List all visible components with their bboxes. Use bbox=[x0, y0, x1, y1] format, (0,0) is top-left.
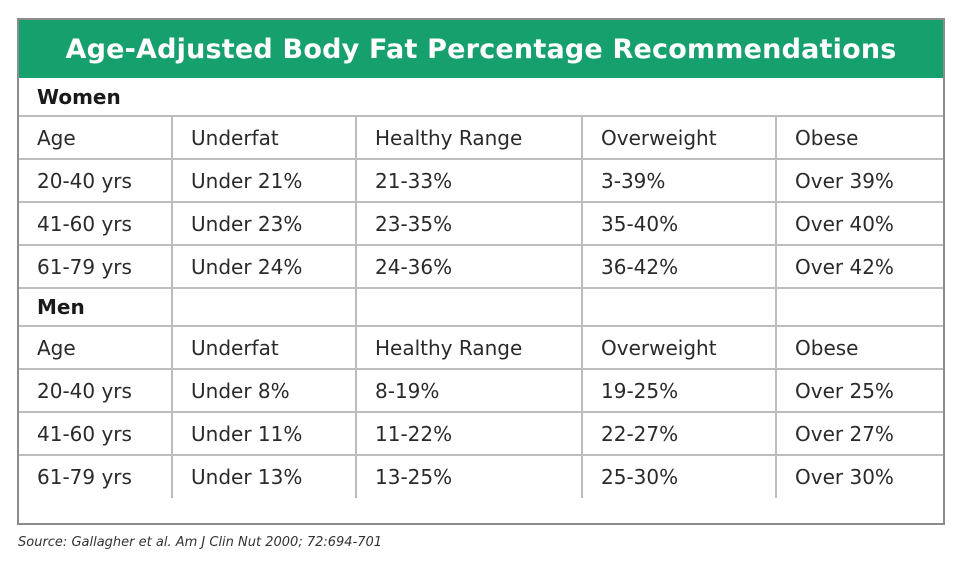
column-header: Healthy Range bbox=[355, 115, 582, 159]
table-row: 61-79 yrs Under 13% 13-25% 25-30% Over 3… bbox=[19, 454, 943, 498]
obese-cell: Over 42% bbox=[775, 244, 943, 288]
column-header: Age bbox=[19, 115, 172, 159]
column-header: Age bbox=[19, 325, 172, 369]
overweight-cell: 22-27% bbox=[581, 411, 776, 455]
age-cell: 61-79 yrs bbox=[19, 454, 172, 498]
empty-cell bbox=[775, 287, 943, 326]
table-row: 20-40 yrs Under 21% 21-33% 3-39% Over 39… bbox=[19, 158, 943, 202]
overweight-cell: 3-39% bbox=[581, 158, 776, 202]
header-row-men: Age Underfat Healthy Range Overweight Ob… bbox=[19, 325, 943, 369]
empty-cell bbox=[355, 287, 582, 326]
table-row: 20-40 yrs Under 8% 8-19% 19-25% Over 25% bbox=[19, 368, 943, 412]
table-row: 41-60 yrs Under 11% 11-22% 22-27% Over 2… bbox=[19, 411, 943, 455]
obese-cell: Over 25% bbox=[775, 368, 943, 412]
section-row-women: Women bbox=[19, 78, 943, 116]
healthy-cell: 23-35% bbox=[355, 201, 582, 245]
title-bar: Age-Adjusted Body Fat Percentage Recomme… bbox=[19, 20, 943, 78]
healthy-cell: 24-36% bbox=[355, 244, 582, 288]
section-label-women: Women bbox=[37, 84, 121, 109]
overweight-cell: 25-30% bbox=[581, 454, 776, 498]
header-row-women: Age Underfat Healthy Range Overweight Ob… bbox=[19, 115, 943, 159]
underfat-cell: Under 23% bbox=[171, 201, 356, 245]
body-fat-table-frame: Age-Adjusted Body Fat Percentage Recomme… bbox=[17, 18, 945, 525]
age-cell: 20-40 yrs bbox=[19, 368, 172, 412]
healthy-cell: 8-19% bbox=[355, 368, 582, 412]
table-row: 61-79 yrs Under 24% 24-36% 36-42% Over 4… bbox=[19, 244, 943, 288]
empty-cell bbox=[171, 287, 356, 326]
underfat-cell: Under 8% bbox=[171, 368, 356, 412]
source-citation: Source: Gallagher et al. Am J Clin Nut 2… bbox=[18, 535, 383, 550]
overweight-cell: 35-40% bbox=[581, 201, 776, 245]
obese-cell: Over 40% bbox=[775, 201, 943, 245]
underfat-cell: Under 24% bbox=[171, 244, 356, 288]
empty-cell bbox=[581, 287, 776, 326]
age-cell: 20-40 yrs bbox=[19, 158, 172, 202]
table-row: 41-60 yrs Under 23% 23-35% 35-40% Over 4… bbox=[19, 201, 943, 245]
column-header: Underfat bbox=[171, 325, 356, 369]
overweight-cell: 36-42% bbox=[581, 244, 776, 288]
healthy-cell: 11-22% bbox=[355, 411, 582, 455]
obese-cell: Over 27% bbox=[775, 411, 943, 455]
overweight-cell: 19-25% bbox=[581, 368, 776, 412]
underfat-cell: Under 21% bbox=[171, 158, 356, 202]
column-header: Overweight bbox=[581, 115, 776, 159]
section-label-men: Men bbox=[19, 287, 172, 326]
underfat-cell: Under 11% bbox=[171, 411, 356, 455]
body-fat-table: Women Age Underfat Healthy Range Overwei… bbox=[19, 78, 943, 498]
column-header: Obese bbox=[775, 115, 943, 159]
healthy-cell: 21-33% bbox=[355, 158, 582, 202]
column-header: Overweight bbox=[581, 325, 776, 369]
column-header: Healthy Range bbox=[355, 325, 582, 369]
underfat-cell: Under 13% bbox=[171, 454, 356, 498]
healthy-cell: 13-25% bbox=[355, 454, 582, 498]
age-cell: 41-60 yrs bbox=[19, 201, 172, 245]
age-cell: 61-79 yrs bbox=[19, 244, 172, 288]
column-header: Underfat bbox=[171, 115, 356, 159]
section-row-men: Men bbox=[19, 287, 943, 326]
obese-cell: Over 39% bbox=[775, 158, 943, 202]
table-title: Age-Adjusted Body Fat Percentage Recomme… bbox=[65, 33, 897, 65]
age-cell: 41-60 yrs bbox=[19, 411, 172, 455]
column-header: Obese bbox=[775, 325, 943, 369]
obese-cell: Over 30% bbox=[775, 454, 943, 498]
